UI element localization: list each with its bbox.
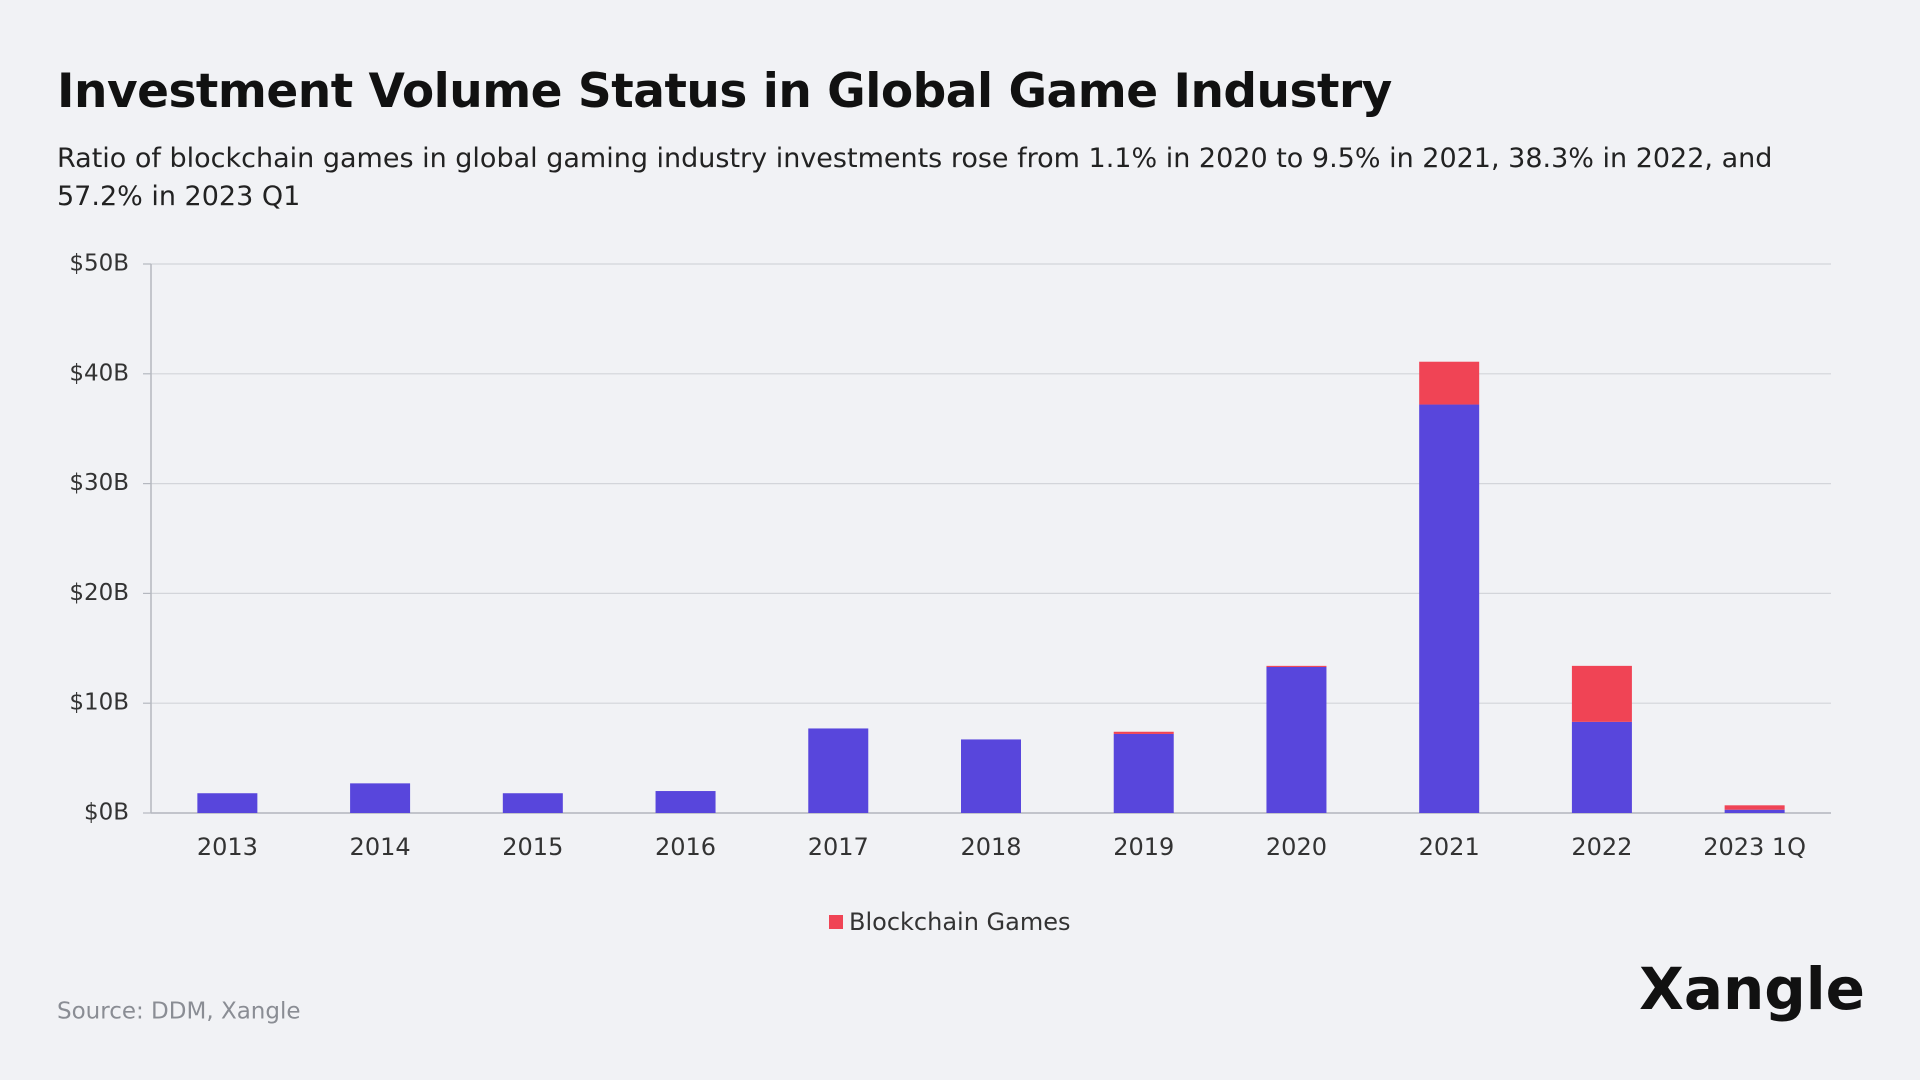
y-tick-label: $50B [69,251,129,277]
source: Source: DDM, Xangle [57,999,301,1025]
chart-title: Investment Volume Status in Global Game … [57,64,1392,119]
bar-segment [961,739,1021,813]
y-tick-label: $10B [69,690,129,716]
bar-segment [1266,666,1327,813]
bar-segment [1724,809,1785,813]
bar-segment [808,728,869,813]
bar-segment [1113,731,1174,734]
x-tick-label: 2013 [197,833,258,861]
legend-label: Blockchain Games [849,908,1070,936]
x-tick-label: 2015 [502,833,563,861]
legend-marker [829,915,843,929]
bar-segment [1724,805,1785,810]
bar-segment [655,791,716,813]
x-tick-label: 2014 [350,833,411,861]
y-tick-label: $0B [84,800,129,826]
x-tick-label: 2016 [655,833,716,861]
bar-segment [502,793,563,813]
bar-segment [1419,361,1480,405]
x-tick-label: 2018 [960,833,1021,861]
bar-segment [197,793,258,813]
x-tick-label: 2021 [1419,833,1480,861]
bar-segment [1419,404,1480,813]
x-tick-label: 2020 [1266,833,1327,861]
bar-segment [1266,665,1327,667]
y-tick-label: $30B [69,470,129,496]
logo: Xangle [1639,955,1865,1023]
bar-segment [350,783,411,813]
bar-segment [1571,665,1632,722]
chart-subtitle: Ratio of blockchain games in global gami… [57,143,1773,212]
y-tick-label: $20B [69,580,129,606]
y-tick-label: $40B [69,360,129,386]
x-tick-label: 2019 [1113,833,1174,861]
x-tick-label: 2022 [1571,833,1632,861]
bar-segment [1113,733,1174,813]
bar-segment [1571,721,1632,813]
x-tick-label: 2023 1Q [1703,833,1806,861]
x-tick-label: 2017 [808,833,869,861]
